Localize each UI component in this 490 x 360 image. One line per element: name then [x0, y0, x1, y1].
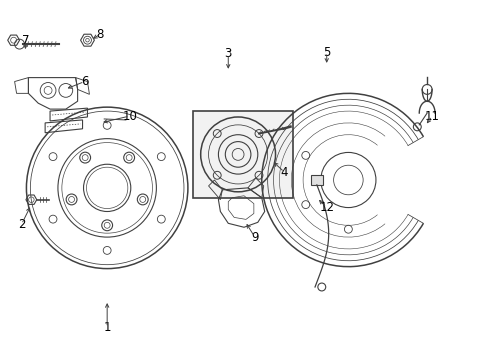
Text: 4: 4	[281, 166, 288, 179]
Text: 1: 1	[103, 321, 111, 334]
Text: 12: 12	[319, 201, 334, 214]
Text: 9: 9	[251, 231, 259, 244]
Text: 7: 7	[22, 34, 29, 47]
Text: 2: 2	[18, 218, 25, 231]
Text: 10: 10	[122, 109, 137, 122]
Text: 11: 11	[424, 109, 440, 122]
Text: 5: 5	[323, 45, 330, 59]
Text: 8: 8	[97, 28, 104, 41]
FancyBboxPatch shape	[311, 175, 323, 185]
FancyBboxPatch shape	[193, 111, 293, 198]
Text: 6: 6	[81, 75, 88, 88]
Text: 3: 3	[224, 48, 232, 60]
